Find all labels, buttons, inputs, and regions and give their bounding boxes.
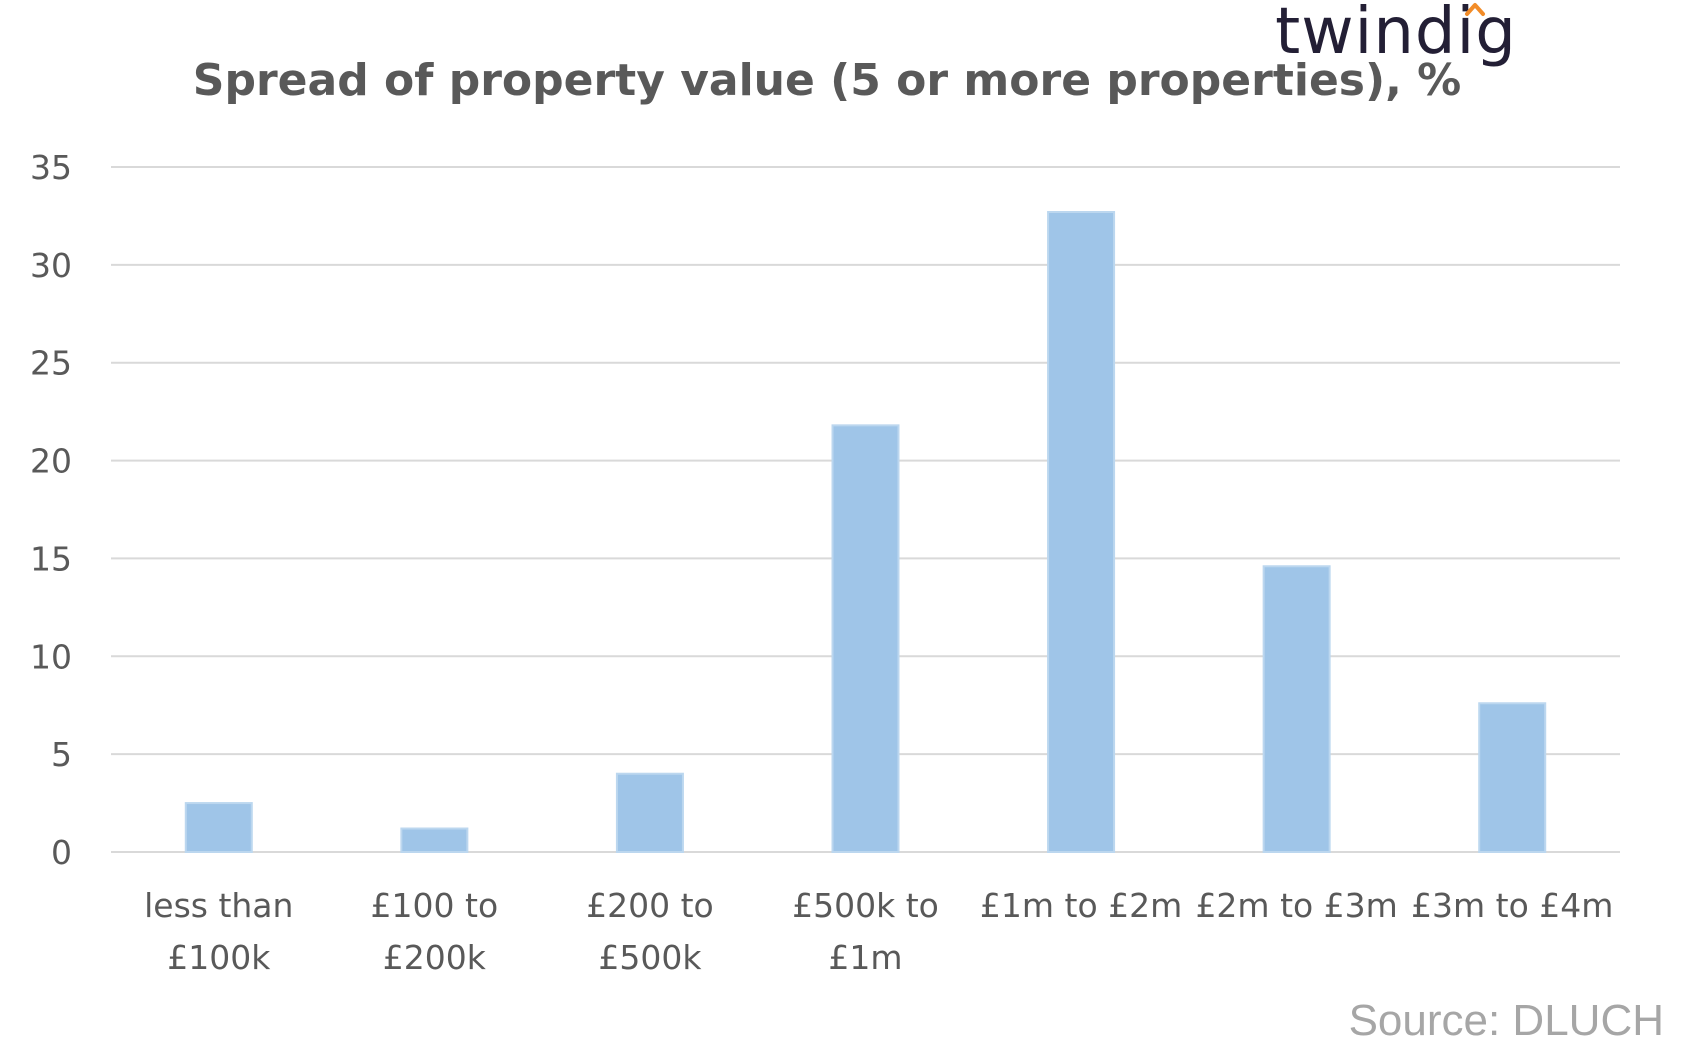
y-tick-label: 35 (30, 148, 72, 187)
y-tick-label: 5 (51, 735, 72, 774)
y-tick-label: 0 (51, 833, 72, 872)
bar (831, 424, 900, 853)
x-tick-label: £3m to £4m (1411, 886, 1613, 925)
bar (615, 772, 684, 854)
source-label: Source: DLUCH (1349, 996, 1664, 1045)
y-tick-label: 15 (30, 539, 72, 578)
x-tick-label: less than £100k (144, 886, 293, 977)
x-tick-label: £2m to £3m (1195, 886, 1397, 925)
y-axis-ticks: 0 5 10 15 20 25 30 35 (30, 148, 72, 872)
bar (1047, 211, 1116, 853)
x-tick-label: £500k to £1m (792, 886, 939, 977)
x-axis-ticks: less than £100k £100 to £200k £200 to £500k £5… (144, 886, 1613, 977)
bars (184, 211, 1547, 854)
brand-logo: twindig (1275, 0, 1517, 69)
brand-name: twindig (1275, 0, 1517, 69)
x-tick-label: £100 to £200k (371, 886, 499, 977)
y-tick-label: 20 (30, 442, 72, 481)
x-tick-label: £1m to £2m (980, 886, 1182, 925)
bar (400, 827, 469, 853)
x-tick-label: £200 to £500k (586, 886, 714, 977)
bar (1478, 702, 1547, 853)
brand-accent-icon (1465, 3, 1485, 16)
y-tick-label: 30 (30, 246, 72, 285)
bar (184, 802, 253, 853)
bar (1262, 565, 1331, 853)
y-tick-label: 25 (30, 344, 72, 383)
chart-title: Spread of property value (5 or more prop… (193, 55, 1461, 106)
y-tick-label: 10 (30, 637, 72, 676)
